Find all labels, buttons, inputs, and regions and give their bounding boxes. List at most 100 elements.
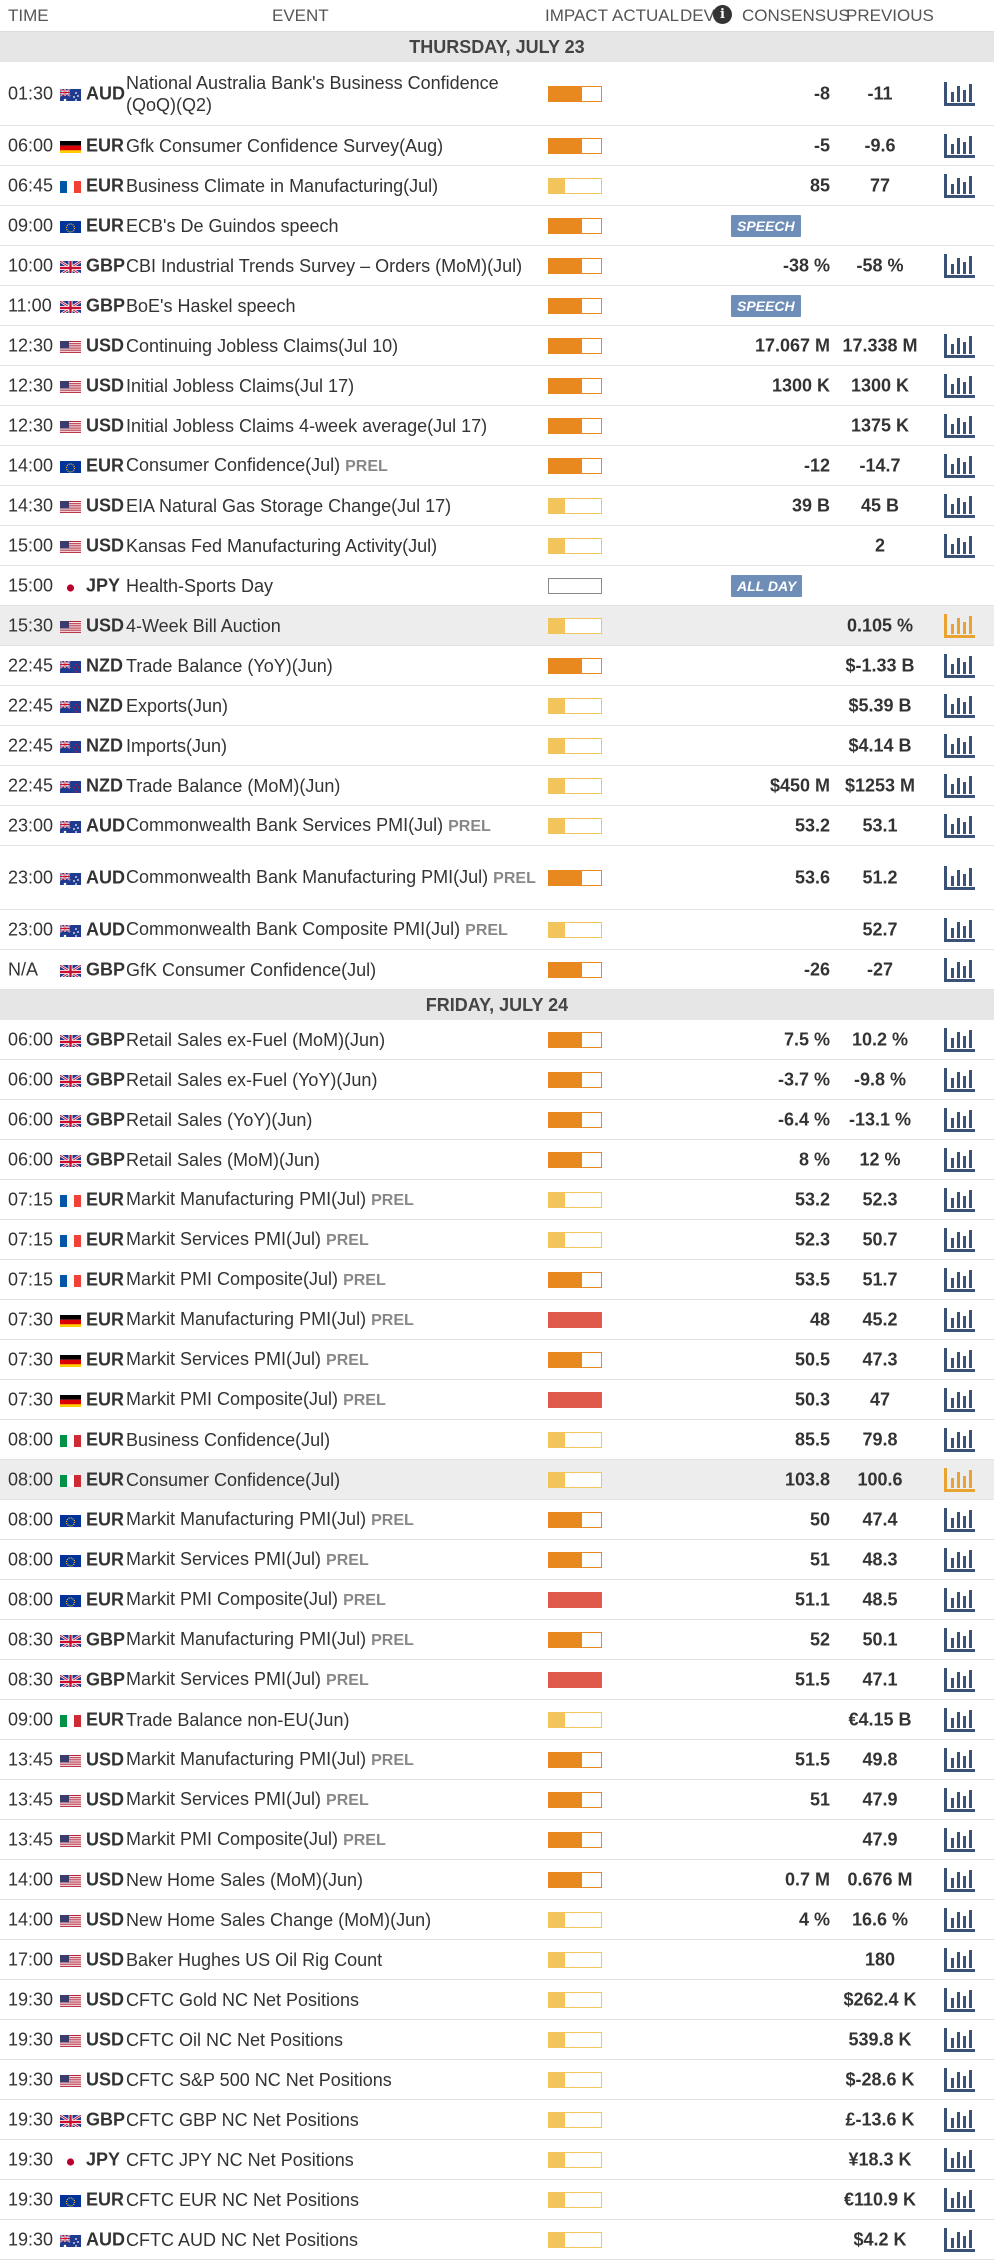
table-row[interactable]: 08:30 GBP Markit Manufacturing PMI(Jul) PR… <box>0 1620 994 1660</box>
event-name[interactable]: Commonwealth Bank Manufacturing PMI(Jul)… <box>126 866 536 890</box>
event-name[interactable]: Markit PMI Composite(Jul) PREL <box>126 1828 386 1852</box>
event-title[interactable]: CFTC JPY NC Net Positions <box>126 2149 354 2170</box>
event-title[interactable]: CBI Industrial Trends Survey – Orders (M… <box>126 255 523 276</box>
event-name[interactable]: Imports(Jun) <box>126 735 227 757</box>
table-row[interactable]: 22:45 NZD Trade Balance (YoY)(Jun) $-1.33 B <box>0 646 994 686</box>
table-row[interactable]: 14:00 USD New Home Sales (MoM)(Jun) 0.7 M 0.… <box>0 1860 994 1900</box>
info-icon[interactable]: i <box>713 5 732 24</box>
table-row[interactable]: 09:00 EUR ECB's De Guindos speech SPEECH <box>0 206 994 246</box>
chart-icon[interactable] <box>942 81 976 107</box>
chart-icon[interactable] <box>942 2067 976 2093</box>
event-name[interactable]: Markit PMI Composite(Jul) PREL <box>126 1388 386 1412</box>
chart-icon[interactable] <box>942 1787 976 1813</box>
event-title[interactable]: Continuing Jobless Claims(Jul 10) <box>126 335 399 356</box>
event-title[interactable]: Markit Services PMI(Jul) <box>126 1228 322 1249</box>
chart-icon[interactable] <box>942 373 976 399</box>
event-name[interactable]: Health-Sports Day <box>126 575 273 597</box>
event-name[interactable]: CFTC Gold NC Net Positions <box>126 1989 359 2011</box>
table-row[interactable]: 19:30 USD CFTC S&P 500 NC Net Positions $-2… <box>0 2060 994 2100</box>
chart-icon[interactable] <box>942 133 976 159</box>
event-name[interactable]: National Australia Bank's Business Confi… <box>126 72 546 116</box>
event-name[interactable]: Consumer Confidence(Jul) <box>126 1469 340 1491</box>
chart-icon[interactable] <box>942 1667 976 1693</box>
chart-icon[interactable] <box>942 693 976 719</box>
table-row[interactable]: 07:15 EUR Markit PMI Composite(Jul) PREL 53… <box>0 1260 994 1300</box>
event-title[interactable]: CFTC EUR NC Net Positions <box>126 2189 360 2210</box>
chart-icon[interactable] <box>942 1827 976 1853</box>
chart-icon[interactable] <box>942 1987 976 2013</box>
event-name[interactable]: Markit Services PMI(Jul) PREL <box>126 1548 369 1572</box>
event-name[interactable]: Markit Services PMI(Jul) PREL <box>126 1788 369 1812</box>
table-row[interactable]: 15:00 JPY Health-Sports Day ALL DAY <box>0 566 994 606</box>
chart-icon[interactable] <box>942 533 976 559</box>
event-name[interactable]: GfK Consumer Confidence(Jul) <box>126 959 376 981</box>
chart-icon[interactable] <box>942 733 976 759</box>
table-row[interactable]: 01:30 AUD National Australia Bank's Busine… <box>0 62 994 126</box>
event-title[interactable]: Retail Sales ex-Fuel (YoY)(Jun) <box>126 1069 378 1090</box>
event-name[interactable]: Business Confidence(Jul) <box>126 1429 330 1451</box>
event-name[interactable]: Commonwealth Bank Composite PMI(Jul) PRE… <box>126 918 508 942</box>
event-title[interactable]: EIA Natural Gas Storage Change(Jul 17) <box>126 495 452 516</box>
event-title[interactable]: Trade Balance non-EU(Jun) <box>126 1709 350 1730</box>
chart-icon[interactable] <box>942 1347 976 1373</box>
chart-icon[interactable] <box>942 1587 976 1613</box>
event-title[interactable]: CFTC GBP NC Net Positions <box>126 2109 359 2130</box>
event-title[interactable]: Markit Services PMI(Jul) <box>126 1548 322 1569</box>
event-name[interactable]: New Home Sales Change (MoM)(Jun) <box>126 1909 431 1931</box>
event-title[interactable]: Business Confidence(Jul) <box>126 1429 331 1450</box>
chart-icon[interactable] <box>942 1707 976 1733</box>
event-name[interactable]: CFTC Oil NC Net Positions <box>126 2029 343 2051</box>
table-row[interactable]: 08:00 EUR Markit Services PMI(Jul) PREL 51 4… <box>0 1540 994 1580</box>
table-row[interactable]: 13:45 USD Markit PMI Composite(Jul) PREL 47… <box>0 1820 994 1860</box>
event-name[interactable]: 4-Week Bill Auction <box>126 615 281 637</box>
chart-icon[interactable] <box>942 1067 976 1093</box>
event-title[interactable]: GfK Consumer Confidence(Jul) <box>126 959 377 980</box>
event-title[interactable]: Baker Hughes US Oil Rig Count <box>126 1949 383 1970</box>
event-title[interactable]: CFTC S&P 500 NC Net Positions <box>126 2069 392 2090</box>
event-title[interactable]: 4-Week Bill Auction <box>126 615 281 636</box>
table-row[interactable]: 08:00 EUR Consumer Confidence(Jul) 103.8 100… <box>0 1460 994 1500</box>
chart-icon[interactable] <box>942 413 976 439</box>
chart-icon[interactable] <box>942 1267 976 1293</box>
chart-icon[interactable] <box>942 865 976 891</box>
event-name[interactable]: Markit Manufacturing PMI(Jul) PREL <box>126 1628 414 1652</box>
event-title[interactable]: Retail Sales (MoM)(Jun) <box>126 1149 321 1170</box>
event-title[interactable]: New Home Sales Change (MoM)(Jun) <box>126 1909 432 1930</box>
chart-icon[interactable] <box>942 253 976 279</box>
table-row[interactable]: 12:30 USD Initial Jobless Claims(Jul 17) 13… <box>0 366 994 406</box>
table-row[interactable]: 13:45 USD Markit Services PMI(Jul) PREL 51 4… <box>0 1780 994 1820</box>
chart-icon[interactable] <box>942 1387 976 1413</box>
event-name[interactable]: Markit Services PMI(Jul) PREL <box>126 1228 369 1252</box>
event-title[interactable]: CFTC AUD NC Net Positions <box>126 2229 359 2250</box>
event-title[interactable]: Initial Jobless Claims 4-week average(Ju… <box>126 415 488 436</box>
event-name[interactable]: Retail Sales (MoM)(Jun) <box>126 1149 320 1171</box>
table-row[interactable]: 17:00 USD Baker Hughes US Oil Rig Count 180 <box>0 1940 994 1980</box>
table-row[interactable]: 23:00 AUD Commonwealth Bank Manufacturing … <box>0 846 994 910</box>
event-title[interactable]: Imports(Jun) <box>126 735 228 756</box>
chart-icon[interactable] <box>942 173 976 199</box>
event-title[interactable]: Health-Sports Day <box>126 575 274 596</box>
table-row[interactable]: 14:00 EUR Consumer Confidence(Jul) PREL -12… <box>0 446 994 486</box>
event-title[interactable]: Trade Balance (MoM)(Jun) <box>126 775 341 796</box>
event-title[interactable]: Markit Manufacturing PMI(Jul) <box>126 1308 367 1329</box>
event-title[interactable]: Markit Manufacturing PMI(Jul) <box>126 1508 367 1529</box>
chart-icon[interactable] <box>942 1547 976 1573</box>
event-title[interactable]: Markit Manufacturing PMI(Jul) <box>126 1628 367 1649</box>
chart-icon[interactable] <box>942 1107 976 1133</box>
event-name[interactable]: Gfk Consumer Confidence Survey(Aug) <box>126 135 443 157</box>
event-title[interactable]: Markit Services PMI(Jul) <box>126 1348 322 1369</box>
table-row[interactable]: 07:30 EUR Markit Services PMI(Jul) PREL 50.… <box>0 1340 994 1380</box>
chart-icon[interactable] <box>942 2027 976 2053</box>
chart-icon[interactable] <box>942 1467 976 1493</box>
event-name[interactable]: Markit Manufacturing PMI(Jul) PREL <box>126 1748 414 1772</box>
chart-icon[interactable] <box>942 1227 976 1253</box>
chart-icon[interactable] <box>942 1427 976 1453</box>
event-name[interactable]: Trade Balance non-EU(Jun) <box>126 1709 349 1731</box>
chart-icon[interactable] <box>942 493 976 519</box>
event-title[interactable]: Kansas Fed Manufacturing Activity(Jul) <box>126 535 438 556</box>
table-row[interactable]: 15:30 USD 4-Week Bill Auction 0.105 % <box>0 606 994 646</box>
event-title[interactable]: New Home Sales (MoM)(Jun) <box>126 1869 364 1890</box>
event-name[interactable]: Retail Sales (YoY)(Jun) <box>126 1109 312 1131</box>
event-name[interactable]: Exports(Jun) <box>126 695 228 717</box>
event-name[interactable]: CFTC S&P 500 NC Net Positions <box>126 2069 392 2091</box>
